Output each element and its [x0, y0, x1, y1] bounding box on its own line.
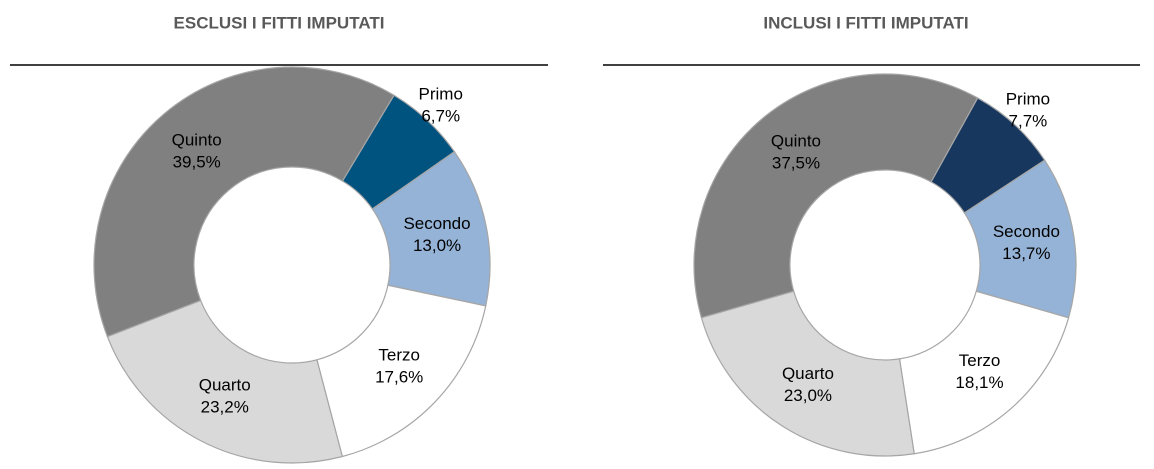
slice-category: Quarto [199, 375, 251, 394]
slice-value-label: 17,6% [375, 368, 423, 387]
slice-category: Quinto [771, 132, 821, 151]
slice-value-label: 23,2% [201, 397, 249, 416]
slice-value-label: 13,0% [413, 236, 461, 255]
chart-title: ESCLUSI I FITTI IMPUTATI [174, 13, 385, 32]
slice-value-label: 6,7% [421, 106, 460, 125]
donut-slice [106, 299, 344, 464]
slice-category: Quinto [172, 130, 222, 149]
slice-category: Terzo [959, 351, 1001, 370]
donut-slice [693, 73, 979, 319]
slice-category: Quarto [782, 364, 834, 383]
slice-value-label: 23,0% [784, 386, 832, 405]
donut-slice [700, 290, 915, 457]
slice-value-label: 37,5% [772, 154, 820, 173]
slice-category: Secondo [403, 214, 470, 233]
chart-title: INCLUSI I FITTI IMPUTATI [763, 13, 968, 32]
slice-value-label: 39,5% [173, 152, 221, 171]
donut-slice [898, 290, 1070, 455]
donut-slice [93, 66, 395, 338]
slice-category: Secondo [993, 222, 1060, 241]
slice-category: Terzo [378, 346, 420, 365]
donut-slice [316, 284, 487, 458]
slice-category: Primo [419, 84, 463, 103]
slice-value-label: 7,7% [1009, 111, 1048, 130]
slice-category: Primo [1006, 89, 1050, 108]
slice-value-label: 13,7% [1002, 244, 1050, 263]
slice-value-label: 18,1% [955, 373, 1003, 392]
